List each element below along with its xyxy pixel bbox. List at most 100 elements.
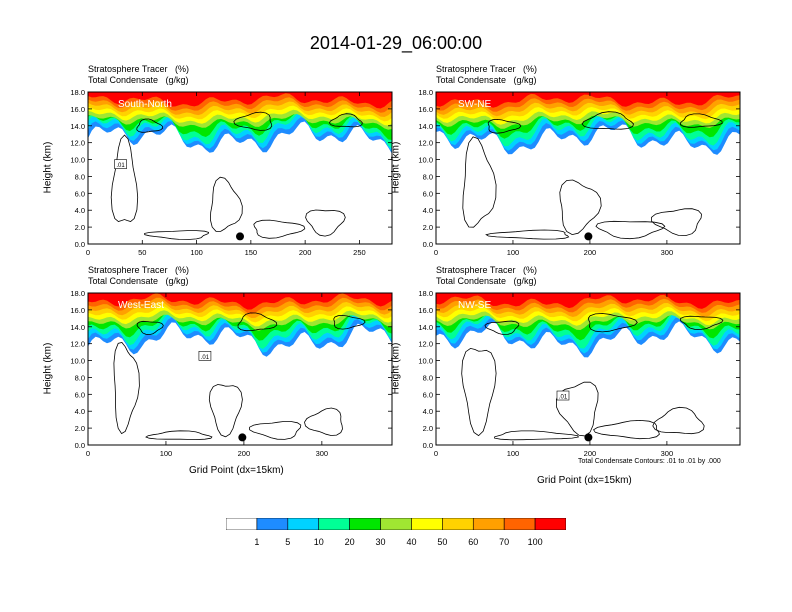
y-tick-label: 14.0 — [418, 323, 433, 332]
panel-var1: Stratosphere Tracer (%) — [88, 265, 190, 275]
tracer-band-100 — [88, 293, 392, 310]
y-tick-label: 2.0 — [75, 424, 85, 433]
contour-line — [304, 407, 343, 436]
contour-label: .01 — [201, 355, 210, 361]
x-tick-label: 0 — [434, 449, 438, 458]
contour-line — [113, 342, 140, 435]
y-tick-label: 10.0 — [70, 357, 85, 366]
contour-line — [581, 111, 634, 130]
contour-line — [249, 421, 302, 440]
contour-line — [209, 176, 243, 232]
condensate-contours — [110, 111, 363, 240]
y-tick-label: 6.0 — [423, 189, 433, 198]
colorbar-level-label: 30 — [375, 537, 386, 547]
condensate-contours — [462, 111, 723, 240]
x-tick-label: 200 — [584, 248, 597, 257]
y-tick-label: 14.0 — [418, 122, 433, 131]
x-tick-label: 250 — [353, 248, 366, 257]
panel-header-sw-ne: Stratosphere Tracer (%) Total Condensate… — [436, 64, 537, 86]
y-tick-label: 18.0 — [418, 289, 433, 298]
cross-section-label: West-East — [118, 300, 164, 311]
contour-label: .01 — [116, 163, 125, 169]
contour-line — [145, 430, 213, 441]
x-tick-label: 200 — [584, 449, 597, 458]
y-tick-label: 18.0 — [70, 88, 85, 97]
panel-header-west-east: Stratosphere Tracer (%) Total Condensate… — [88, 265, 189, 287]
panel-var2: Total Condensate (g/kg) — [436, 75, 537, 85]
y-tick-label: 4.0 — [75, 407, 85, 416]
condensate-contours — [461, 313, 724, 441]
y-tick-label: 4.0 — [423, 407, 433, 416]
y-tick-label: 14.0 — [70, 122, 85, 131]
panel-var1: Stratosphere Tracer (%) — [88, 64, 190, 74]
x-tick-label: 100 — [507, 248, 520, 257]
x-axis-label: Grid Point (dx=15km) — [537, 475, 632, 486]
y-tick-label: 12.0 — [70, 340, 85, 349]
tracer-band-100 — [88, 92, 392, 109]
contour-line — [485, 229, 570, 240]
y-tick-label: 16.0 — [418, 105, 433, 114]
contour-line — [587, 313, 638, 333]
y-tick-label: 8.0 — [423, 373, 433, 382]
contour-footnote: Total Condensate Contours: .01 to .01 by… — [578, 458, 721, 465]
y-tick-label: 16.0 — [70, 105, 85, 114]
colorbar-swatch — [256, 518, 289, 530]
y-tick-label: 0.0 — [75, 441, 85, 450]
contour-line — [555, 381, 599, 437]
contour-line — [487, 118, 522, 134]
contour-line — [559, 179, 602, 236]
contour-line — [593, 419, 660, 440]
tracer-field — [88, 92, 392, 154]
y-tick-label: 2.0 — [75, 223, 85, 232]
colorbar — [226, 518, 566, 530]
contour-line — [305, 209, 346, 237]
plot-frame — [87, 292, 393, 446]
y-tick-label: 18.0 — [70, 289, 85, 298]
contour-line — [595, 220, 666, 240]
colorbar-level-label: 5 — [285, 537, 291, 547]
figure-title: 2014-01-29_06:00:00 — [309, 33, 483, 53]
y-tick-label: 2.0 — [423, 424, 433, 433]
y-tick-label: 0.0 — [75, 240, 85, 249]
colorbar-swatch — [226, 518, 258, 530]
colorbar-level-label: 10 — [313, 537, 324, 547]
colorbar-level-label: 20 — [344, 537, 355, 547]
colorbar-level-label: 1 — [254, 537, 260, 547]
plot-frame — [435, 91, 741, 245]
x-tick-label: 200 — [238, 449, 251, 458]
x-tick-label: 0 — [86, 449, 90, 458]
y-tick-label: 8.0 — [75, 172, 85, 181]
panel-var1: Stratosphere Tracer (%) — [436, 64, 538, 74]
location-marker — [584, 433, 593, 442]
contour-line — [136, 118, 164, 133]
condensate-contours — [113, 312, 366, 441]
cross-section-label: SW-NE — [458, 99, 491, 110]
contour-line — [679, 315, 724, 330]
y-tick-label: 6.0 — [75, 189, 85, 198]
x-tick-label: 0 — [434, 248, 438, 257]
y-tick-label: 0.0 — [423, 240, 433, 249]
contour-line — [679, 113, 723, 128]
y-tick-label: 12.0 — [418, 340, 433, 349]
contour-line — [652, 406, 705, 435]
y-tick-label: 4.0 — [423, 206, 433, 215]
y-tick-label: 18.0 — [418, 88, 433, 97]
tracer-band-100 — [436, 293, 740, 309]
contour-line — [208, 384, 243, 438]
colorbar-level-label: 100 — [527, 537, 543, 547]
x-tick-label: 300 — [661, 248, 674, 257]
contour-line — [253, 219, 306, 239]
contour-label-box — [556, 390, 570, 401]
y-tick-label: 10.0 — [418, 357, 433, 366]
panel-nw-se: 0.0 2.0 4.0 6.0 8.0 10.0 12.0 14.0 16.0 18.0 0 100 2… — [418, 289, 741, 458]
contour-line — [651, 208, 702, 237]
panel-west-east: 0.0 2.0 4.0 6.0 8.0 10.0 12.0 14.0 16.0 18.0 0 100 2… — [70, 289, 393, 458]
y-tick-label: 6.0 — [423, 390, 433, 399]
colorbar-swatch — [287, 518, 320, 530]
contour-label: .01 — [559, 395, 568, 401]
contour-line — [110, 134, 139, 222]
contour-line — [484, 320, 520, 335]
tracer-band-100 — [436, 92, 740, 108]
y-tick-label: 4.0 — [75, 206, 85, 215]
